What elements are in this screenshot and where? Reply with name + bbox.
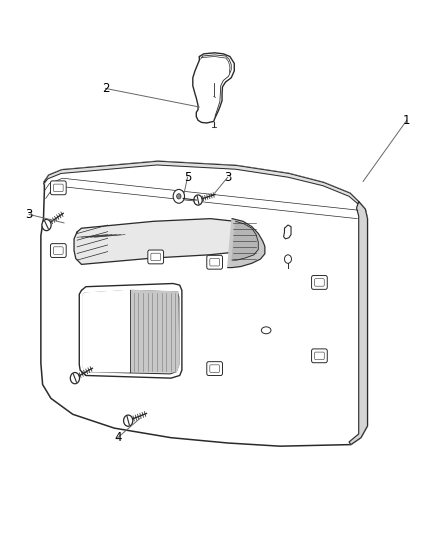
FancyBboxPatch shape [148, 250, 163, 264]
Text: 5: 5 [184, 171, 191, 184]
Text: 3: 3 [25, 208, 33, 221]
Circle shape [177, 193, 181, 199]
Polygon shape [232, 221, 258, 260]
FancyBboxPatch shape [207, 255, 223, 269]
Circle shape [194, 195, 202, 205]
FancyBboxPatch shape [311, 349, 327, 363]
Polygon shape [349, 201, 367, 445]
FancyBboxPatch shape [50, 181, 66, 195]
Text: 1: 1 [403, 114, 410, 127]
Polygon shape [83, 290, 130, 372]
Polygon shape [74, 219, 255, 264]
Circle shape [42, 220, 51, 231]
Circle shape [124, 415, 133, 426]
Polygon shape [83, 290, 179, 374]
FancyBboxPatch shape [50, 244, 66, 257]
FancyBboxPatch shape [311, 276, 327, 289]
Circle shape [71, 373, 80, 384]
Circle shape [173, 189, 184, 203]
Text: 2: 2 [102, 82, 109, 95]
Text: 4: 4 [114, 431, 121, 444]
Polygon shape [79, 284, 182, 378]
Polygon shape [132, 290, 179, 372]
FancyBboxPatch shape [207, 362, 223, 375]
Polygon shape [41, 161, 367, 446]
Polygon shape [193, 53, 234, 123]
Polygon shape [43, 161, 359, 204]
Polygon shape [228, 219, 265, 268]
Text: 3: 3 [224, 171, 231, 184]
